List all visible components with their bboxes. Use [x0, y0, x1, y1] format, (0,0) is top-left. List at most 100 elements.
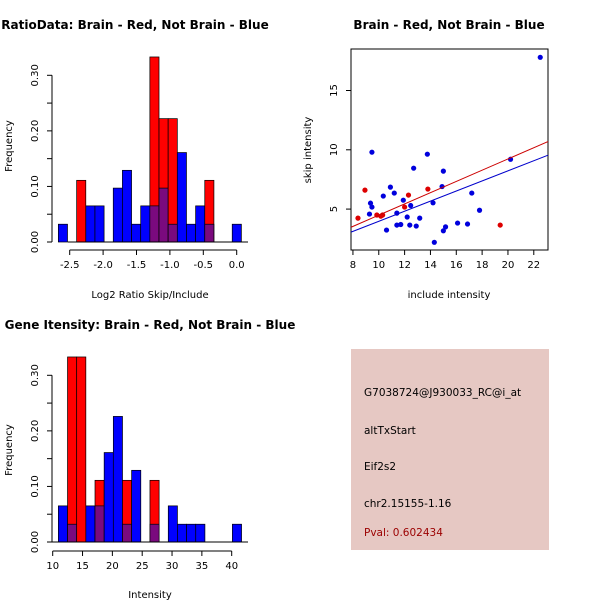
bar-overlap [149, 523, 160, 543]
intensity-scatter: 8 10 12 14 16 18 20 22 5 10 15 [329, 48, 549, 271]
point-not-brain [398, 221, 404, 228]
gene-xlabel: Intensity [128, 590, 172, 600]
point-not-brain [431, 239, 437, 245]
point-not-brain [411, 165, 417, 171]
point-brain [425, 186, 431, 192]
bar-brain [76, 179, 87, 243]
point-not-brain [469, 190, 475, 196]
scatter-title: Brain - Red, Not Brain - Blue [353, 18, 544, 32]
gene-ylabel: Frequency [4, 424, 15, 476]
y-tick-label: 0.20 [30, 420, 41, 442]
y-tick-label: 10 [329, 143, 340, 156]
point-not-brain [366, 211, 373, 217]
bar-not-brain [195, 205, 206, 243]
point-not-brain [440, 168, 446, 174]
point-not-brain [387, 184, 393, 190]
x-tick-label: -1.0 [160, 260, 180, 271]
point-not-brain [430, 200, 436, 206]
info-gene: Eif2s2 [364, 461, 396, 473]
x-tick-label: 22 [527, 260, 540, 271]
y-tick-label: 0.10 [30, 475, 41, 497]
gene-title: Gene Itensity: Brain - Red, Not Brain - … [5, 318, 296, 332]
bar-overlap [204, 223, 215, 243]
point-not-brain [440, 228, 446, 234]
scatter-ylabel: skip intensity [303, 117, 314, 184]
point-not-brain [394, 222, 400, 228]
bar-overlap [67, 523, 78, 543]
bar-brain [167, 118, 178, 243]
x-tick-label: 25 [136, 561, 149, 572]
info-pval: Pval: 0.602434 [364, 527, 443, 539]
point-not-brain [369, 204, 375, 210]
y-tick-label: 0.30 [30, 64, 41, 86]
ratio-title: RatioData: Brain - Red, Not Brain - Blue [1, 18, 268, 32]
bar-not-brain [122, 169, 132, 243]
bar-brain [76, 356, 87, 543]
x-tick-label: 15 [76, 561, 89, 572]
bar-not-brain [186, 223, 196, 243]
y-tick-label: 0.10 [30, 175, 41, 197]
x-tick-label: 20 [502, 260, 515, 271]
point-not-brain [454, 220, 461, 226]
x-tick-label: 35 [195, 561, 208, 572]
bar-overlap [167, 223, 178, 243]
info-panel [351, 349, 549, 550]
bar-not-brain [85, 205, 96, 243]
point-not-brain [400, 197, 406, 203]
x-tick-label: 40 [225, 561, 238, 572]
x-tick-label: 12 [398, 260, 411, 271]
x-tick-label: 14 [424, 260, 437, 271]
bar-not-brain [85, 505, 96, 543]
x-tick-label: 30 [166, 561, 179, 572]
bar-not-brain [131, 469, 142, 543]
bar-not-brain [231, 223, 242, 243]
bar-not-brain [167, 505, 178, 543]
point-not-brain [476, 207, 483, 213]
y-tick-label: 0.20 [30, 120, 41, 142]
y-tick-label: 5 [329, 206, 340, 212]
point-not-brain [383, 227, 390, 233]
x-tick-label: 0.0 [229, 260, 245, 271]
point-not-brain [380, 193, 386, 199]
bar-not-brain [177, 523, 187, 543]
point-brain [402, 204, 408, 210]
point-not-brain [442, 224, 449, 230]
info-event-type: altTxStart [364, 425, 416, 437]
fit-line-not-brain [350, 154, 549, 233]
point-brain [355, 215, 361, 221]
bar-not-brain [131, 223, 142, 243]
x-tick-label: 10 [46, 561, 59, 572]
point-not-brain [424, 151, 430, 157]
point-not-brain [464, 221, 471, 227]
bar-not-brain [232, 523, 242, 543]
y-tick-label: 15 [329, 84, 340, 97]
ratio-ylabel: Frequency [4, 120, 15, 172]
point-not-brain [391, 190, 397, 196]
point-brain [362, 187, 368, 193]
bar-not-brain [195, 523, 206, 543]
point-not-brain [413, 223, 419, 229]
x-tick-label: -0.5 [194, 260, 214, 271]
bar-not-brain [58, 505, 68, 543]
x-tick-label: -1.5 [127, 260, 147, 271]
bar-not-brain [140, 205, 151, 243]
bar-overlap [149, 205, 160, 243]
bar-not-brain [103, 452, 114, 543]
bar-not-brain [112, 416, 123, 543]
x-tick-label: 10 [372, 260, 385, 271]
y-tick-label: 0.00 [30, 531, 41, 553]
plot-frame [350, 48, 549, 251]
info-location: chr2.15155-1.16 [364, 498, 452, 510]
ratio-xlabel: Log2 Ratio Skip/Include [91, 290, 208, 301]
fit-line-brain [350, 141, 549, 228]
point-not-brain [404, 214, 410, 220]
bar-not-brain [94, 205, 105, 243]
point-not-brain [537, 54, 543, 60]
x-tick-label: 8 [350, 260, 356, 271]
x-tick-label: -2.0 [93, 260, 113, 271]
bar-overlap [158, 187, 169, 243]
point-not-brain [407, 222, 413, 228]
point-not-brain [369, 149, 375, 155]
